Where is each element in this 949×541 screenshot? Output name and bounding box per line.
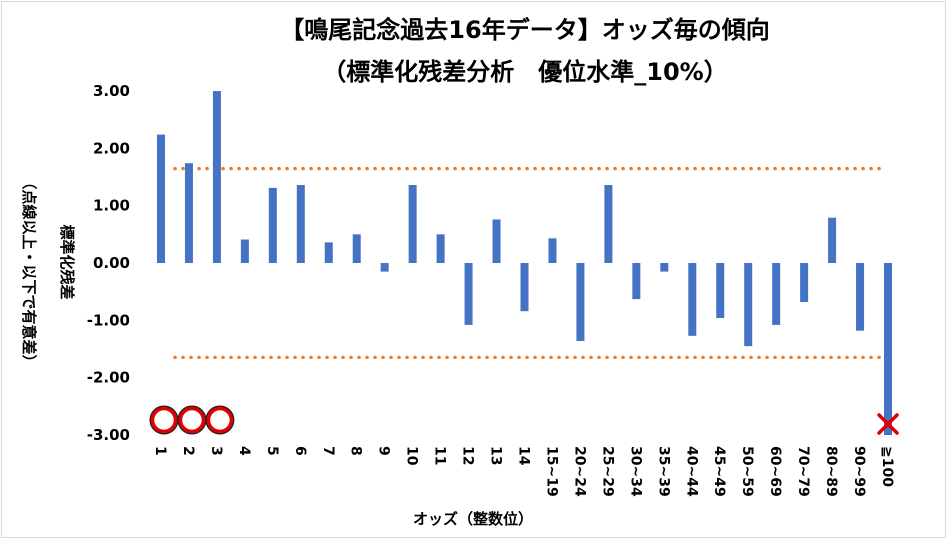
bar <box>212 91 221 263</box>
x-tick-label: 6 <box>292 446 308 456</box>
bar <box>772 263 781 325</box>
bars <box>156 91 893 435</box>
x-tick-label: 20~24 <box>571 446 587 497</box>
x-tick-label: 15~19 <box>543 446 559 497</box>
circle-marker <box>178 406 206 434</box>
x-tick-label: 5 <box>264 446 280 456</box>
x-tick-label: 4 <box>236 446 252 456</box>
threshold-lines <box>173 166 887 360</box>
bar <box>240 239 249 263</box>
bar <box>632 263 641 300</box>
x-tick-label: 70~79 <box>795 446 811 497</box>
circle-marker <box>150 406 178 434</box>
bar <box>744 263 753 347</box>
bar <box>492 219 501 263</box>
bar <box>660 263 669 272</box>
x-tick-label: 10 <box>404 446 420 466</box>
x-tick-label: 45~49 <box>711 446 727 497</box>
x-axis-label: オッズ（整数位） <box>413 510 533 528</box>
bar <box>156 134 165 263</box>
y-tick-label: -2.00 <box>87 369 130 387</box>
bar <box>828 217 837 263</box>
bar <box>296 185 305 263</box>
x-tick-label: 11 <box>432 446 448 465</box>
bar <box>436 234 445 263</box>
x-tick-label: 9 <box>376 446 392 456</box>
x-tick-label: 12 <box>460 446 476 465</box>
bar <box>548 238 557 263</box>
y-axis-label-line1: 標準化残差 <box>58 224 76 299</box>
markers <box>149 405 899 435</box>
y-tick-label: 2.00 <box>93 139 130 157</box>
x-tick-label: 2 <box>180 446 196 456</box>
x-tick-label: 8 <box>348 446 364 456</box>
chart-title-line1: 【鳴尾記念過去16年データ】オッズ毎の傾向 <box>280 16 769 44</box>
y-axis-label-line2: （点線以上・以下で有意差） <box>20 174 38 369</box>
chart-title-line2: （標準化残差分析 優位水準_10%） <box>322 58 727 86</box>
cross-marker <box>877 413 899 435</box>
y-tick-labels: 3.00 2.00 1.00 0.00 -1.00 -2.00 -3.00 <box>87 82 130 444</box>
x-tick-label: 14 <box>516 446 532 466</box>
bar <box>352 234 361 263</box>
y-tick-label: 1.00 <box>93 197 130 215</box>
bar <box>856 263 865 331</box>
x-tick-label: 50~59 <box>739 446 755 497</box>
y-tick-label: -1.00 <box>87 311 130 329</box>
y-axis-label: 標準化残差 （点線以上・以下で有意差） <box>20 174 76 369</box>
x-tick-label: 60~69 <box>767 446 783 497</box>
x-tick-label: 13 <box>488 446 504 465</box>
x-tick-labels: 1 2 3 4 5 6 7 8 9 10 11 12 13 14 15~19 20~24 25~29 30~34 3… <box>152 446 895 497</box>
bar <box>324 242 333 263</box>
bar <box>800 263 809 302</box>
x-tick-label: 1 <box>152 446 168 456</box>
x-tick-label: 25~29 <box>599 446 615 497</box>
bar <box>268 187 277 263</box>
bar <box>604 185 613 263</box>
x-tick-label: 40~44 <box>683 446 699 497</box>
bar <box>716 263 725 319</box>
x-tick-label: 90~99 <box>851 446 867 497</box>
x-tick-label: ≧100 <box>879 446 895 487</box>
bar <box>184 163 193 263</box>
bar <box>688 263 697 336</box>
bar <box>380 263 389 272</box>
x-tick-label: 35~39 <box>655 446 671 497</box>
y-tick-label: 3.00 <box>93 82 130 100</box>
x-tick-label: 7 <box>320 446 336 456</box>
circle-marker <box>206 406 234 434</box>
y-tick-label: -3.00 <box>87 426 130 444</box>
bar <box>464 263 473 325</box>
x-tick-label: 80~89 <box>823 446 839 497</box>
bar <box>576 263 585 341</box>
x-tick-label: 30~34 <box>627 446 643 497</box>
bar <box>520 263 529 312</box>
bar <box>884 263 893 435</box>
y-tick-label: 0.00 <box>93 254 130 272</box>
x-tick-label: 3 <box>208 446 224 456</box>
bar <box>408 185 417 263</box>
